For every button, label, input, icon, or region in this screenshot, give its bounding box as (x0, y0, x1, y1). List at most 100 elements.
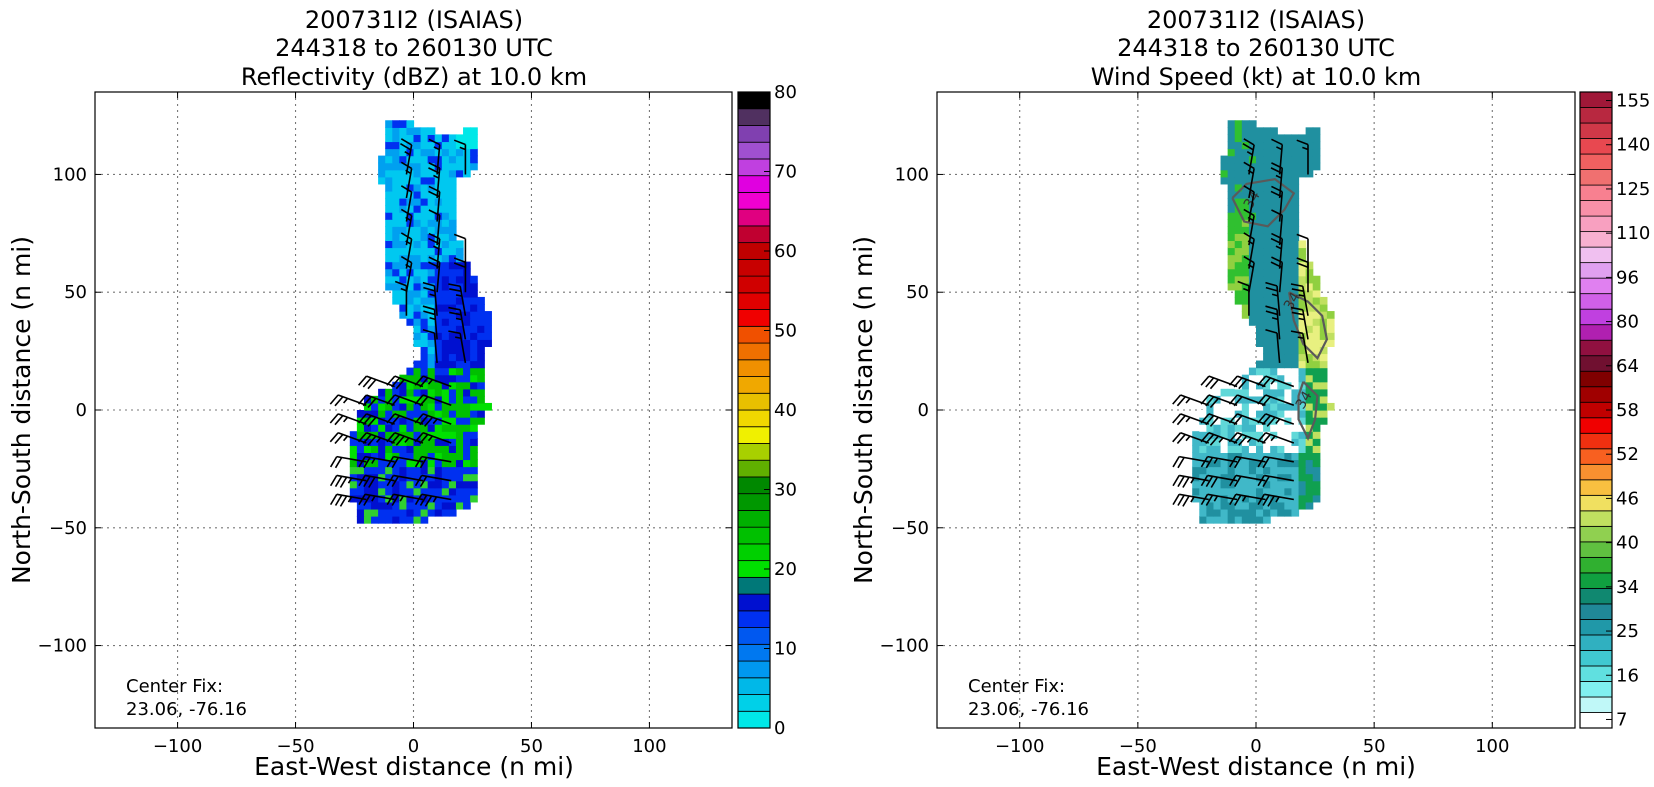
wind-barb (329, 394, 367, 407)
field-cell (1291, 473, 1300, 482)
field-cell (1220, 516, 1229, 524)
field-cell (378, 487, 386, 496)
field-cell (1263, 466, 1271, 475)
field-cell (1263, 501, 1271, 510)
field-cell (420, 275, 429, 284)
field-cell (1284, 141, 1293, 150)
field-cell (434, 388, 443, 397)
field-cell (406, 402, 415, 411)
field-cell (1256, 452, 1264, 461)
y-tick-label: 100 (895, 164, 929, 185)
field-cell (1298, 275, 1307, 284)
field-cell (406, 438, 415, 446)
field-cell (1312, 325, 1321, 333)
field-cell (385, 226, 393, 234)
field-cell (1220, 431, 1229, 439)
field-cell (1277, 395, 1285, 404)
colorbar-tick-label: 40 (774, 400, 797, 421)
field-cell (385, 487, 393, 496)
field-cell (1241, 452, 1250, 461)
field-cell (434, 473, 443, 482)
field-cell (1284, 480, 1293, 489)
field-cell (385, 516, 393, 524)
field-cell (1263, 459, 1271, 468)
wind-barb (358, 474, 395, 488)
wind-barb (1290, 283, 1309, 316)
field-cell (427, 261, 436, 270)
field-cell (463, 304, 471, 312)
field-cell (1291, 233, 1300, 241)
field-cell (1305, 134, 1314, 143)
field-cell (385, 240, 393, 249)
field-cell (427, 367, 436, 376)
right-y-axis-label: North-South distance (n mi) (849, 236, 878, 584)
field-cell (1220, 494, 1229, 503)
field-cell (1227, 183, 1236, 192)
colorbar-segment (1579, 386, 1613, 403)
field-cell (1305, 374, 1314, 383)
field-cell (1199, 508, 1207, 517)
field-cell (1284, 438, 1293, 446)
field-cell (1319, 402, 1328, 411)
field-cell (470, 296, 478, 305)
field-cell (477, 296, 485, 305)
colorbar-segment (1579, 712, 1613, 729)
field-cell (441, 134, 450, 143)
field-cell (1270, 325, 1278, 333)
field-cell (1256, 304, 1264, 312)
field-cell (441, 233, 450, 241)
field-cell (399, 466, 408, 475)
field-cell (434, 501, 443, 510)
field-cell (1312, 275, 1321, 284)
field-cell (385, 190, 393, 199)
field-cell (1263, 318, 1271, 326)
wind-barb (1200, 431, 1238, 446)
field-cell (463, 169, 471, 178)
field-cell (1305, 296, 1314, 305)
field-cell (1305, 424, 1314, 432)
field-cell (1305, 410, 1314, 418)
field-cell (1263, 155, 1271, 164)
field-cell (1199, 452, 1207, 461)
field-cell (1270, 494, 1278, 503)
field-cell (420, 339, 429, 347)
field-cell (1284, 155, 1293, 164)
field-cell (427, 190, 436, 199)
field-cell (1284, 226, 1293, 234)
wind-barb (414, 431, 452, 445)
field-cell (434, 190, 443, 199)
field-cell (434, 311, 443, 319)
field-cell (392, 289, 400, 298)
field-cell (434, 282, 443, 291)
field-cell (455, 148, 464, 157)
field-cell (434, 480, 443, 489)
field-cell (484, 332, 492, 340)
colorbar-segment (1579, 339, 1613, 357)
field-cell (1241, 296, 1250, 305)
field-cell (1227, 134, 1236, 143)
field-cell (448, 381, 457, 390)
field-cell (1284, 190, 1293, 199)
field-cell (1220, 508, 1229, 517)
field-cell (448, 332, 457, 340)
y-tick-label: −100 (38, 636, 87, 657)
field-cell (406, 311, 415, 319)
colorbar-tick-label: 46 (1616, 488, 1639, 509)
colorbar-segment (737, 192, 771, 210)
wind-barb (422, 328, 438, 363)
field-cell (448, 438, 457, 446)
field-cell (1298, 501, 1307, 510)
field-cell (448, 141, 457, 150)
field-cell (1298, 417, 1307, 425)
field-cell (1199, 473, 1207, 482)
field-cell (1256, 410, 1264, 418)
field-cell (470, 466, 478, 475)
field-cell (463, 332, 471, 340)
field-cell (385, 480, 393, 489)
field-cell (1256, 134, 1264, 143)
field-cell (1270, 134, 1278, 143)
field-cell (1213, 508, 1222, 517)
field-cell (448, 367, 457, 376)
field-cell (463, 480, 471, 489)
field-cell (406, 261, 415, 270)
